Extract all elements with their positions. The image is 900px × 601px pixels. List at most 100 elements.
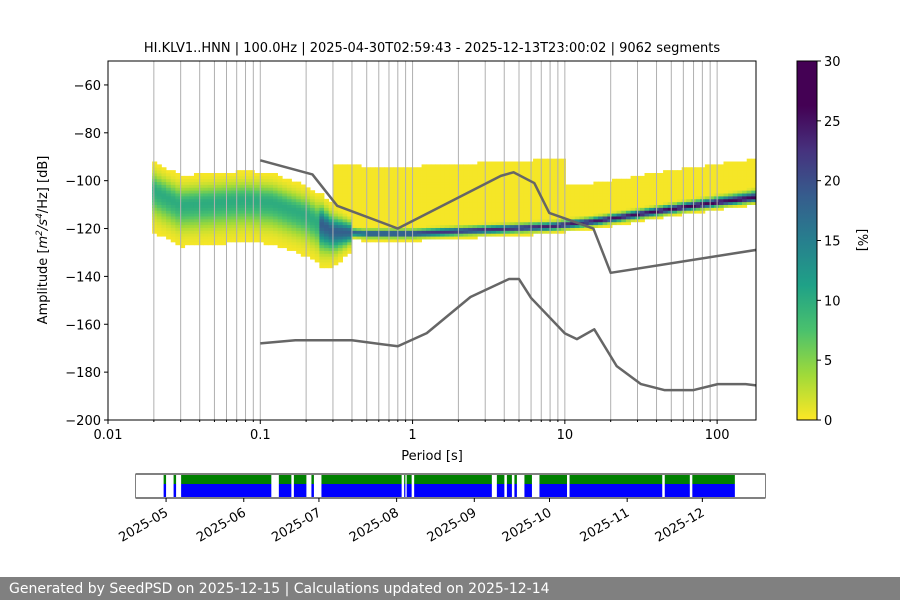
heatmap-cell <box>505 195 511 200</box>
heatmap-cell <box>639 218 645 223</box>
heatmap-cell <box>193 184 200 188</box>
heatmap-cell <box>709 187 715 191</box>
heatmap-cell <box>319 213 325 217</box>
heatmap-cell <box>207 184 213 188</box>
heatmap-cell <box>593 190 599 194</box>
heatmap-cell <box>486 198 492 203</box>
heatmap-cell <box>723 195 729 200</box>
heatmap-cell <box>398 221 404 226</box>
heatmap-cell <box>649 195 655 200</box>
heatmap-cell <box>718 181 724 185</box>
heatmap-cell <box>458 204 464 208</box>
heatmap-cell <box>463 170 469 174</box>
heatmap-cell <box>523 170 529 174</box>
heatmap-cell <box>156 224 162 228</box>
heatmap-cell <box>523 201 529 205</box>
heatmap-cell <box>203 233 209 237</box>
heatmap-cell <box>477 161 483 165</box>
heatmap-cell <box>407 175 413 180</box>
heatmap-cell <box>221 213 227 217</box>
heatmap-cell <box>259 236 265 240</box>
heatmap-cell <box>551 161 557 165</box>
heatmap-cell <box>630 184 636 188</box>
heatmap-cell <box>249 227 255 231</box>
heatmap-cell <box>347 190 353 194</box>
heatmap-cell <box>728 204 734 208</box>
heatmap-cell <box>463 178 469 183</box>
heatmap-cell <box>333 241 339 246</box>
heatmap-cell <box>203 184 209 188</box>
heatmap-cell <box>430 193 436 197</box>
heatmap-cell <box>579 184 585 188</box>
heatmap-cell <box>742 190 748 194</box>
heatmap-cell <box>282 239 288 243</box>
heatmap-cell <box>347 250 353 254</box>
heatmap-cell <box>217 181 223 185</box>
heatmap-cell <box>342 201 348 205</box>
heatmap-cell <box>245 173 251 177</box>
heatmap-cell <box>565 224 571 228</box>
heatmap-cell <box>365 236 371 240</box>
heatmap-cell <box>180 236 186 240</box>
heatmap-cell <box>495 164 501 168</box>
heatmap-cell <box>677 173 683 177</box>
heatmap-cell <box>347 244 353 249</box>
heatmap-cell <box>728 187 734 191</box>
heatmap-cell <box>300 210 306 214</box>
heatmap-cell <box>314 241 320 246</box>
heatmap-cell <box>412 184 418 188</box>
heatmap-cell <box>737 204 743 208</box>
heatmap-cell <box>203 195 209 200</box>
heatmap-cell <box>370 187 376 191</box>
heatmap-cell <box>337 244 343 249</box>
heatmap-cell <box>282 213 288 217</box>
heatmap-cell <box>310 218 316 223</box>
heatmap-cell <box>314 218 320 223</box>
heatmap-cell <box>500 195 506 200</box>
heatmap-cell <box>314 204 320 208</box>
heatmap-cell <box>412 175 418 180</box>
heatmap-cell <box>523 187 529 191</box>
heatmap-cell <box>249 190 255 194</box>
heatmap-cell <box>161 230 167 234</box>
heatmap-cell <box>152 193 158 197</box>
heatmap-cell <box>393 173 399 177</box>
heatmap-cell <box>272 184 278 188</box>
heatmap-cell <box>723 181 729 185</box>
heatmap-cell <box>277 218 283 223</box>
heatmap-cell <box>324 201 330 205</box>
heatmap-cell <box>505 198 511 203</box>
heatmap-cell <box>198 198 204 203</box>
heatmap-cell <box>616 204 622 208</box>
heatmap-cell <box>481 173 487 177</box>
heatmap-cell <box>677 175 683 180</box>
heatmap-cell <box>546 184 553 188</box>
heatmap-cell <box>454 184 460 188</box>
heatmap-cell <box>305 253 311 257</box>
heatmap-cell <box>440 210 446 214</box>
heatmap-cell <box>193 224 200 228</box>
heatmap-cell <box>207 218 213 223</box>
heatmap-cell <box>468 236 474 240</box>
heatmap-cell <box>175 175 181 180</box>
x-tick-label: 0.1 <box>250 428 271 443</box>
heatmap-cell <box>231 193 237 197</box>
heatmap-cell <box>198 230 204 234</box>
heatmap-cell <box>658 198 664 203</box>
heatmap-cell <box>170 178 176 183</box>
heatmap-cell <box>328 253 334 257</box>
heatmap-cell <box>235 227 241 231</box>
heatmap-cell <box>221 173 227 177</box>
heatmap-cell <box>166 173 172 177</box>
heatmap-cell <box>193 178 200 183</box>
heatmap-cell <box>412 236 418 240</box>
heatmap-cell <box>718 178 724 183</box>
heatmap-cell <box>384 178 390 183</box>
heatmap-cell <box>560 227 566 231</box>
heatmap-cell <box>574 198 580 203</box>
heatmap-cell <box>161 204 167 208</box>
heatmap-cell <box>337 193 343 197</box>
heatmap-cell <box>658 210 664 214</box>
heatmap-cell <box>282 187 288 191</box>
